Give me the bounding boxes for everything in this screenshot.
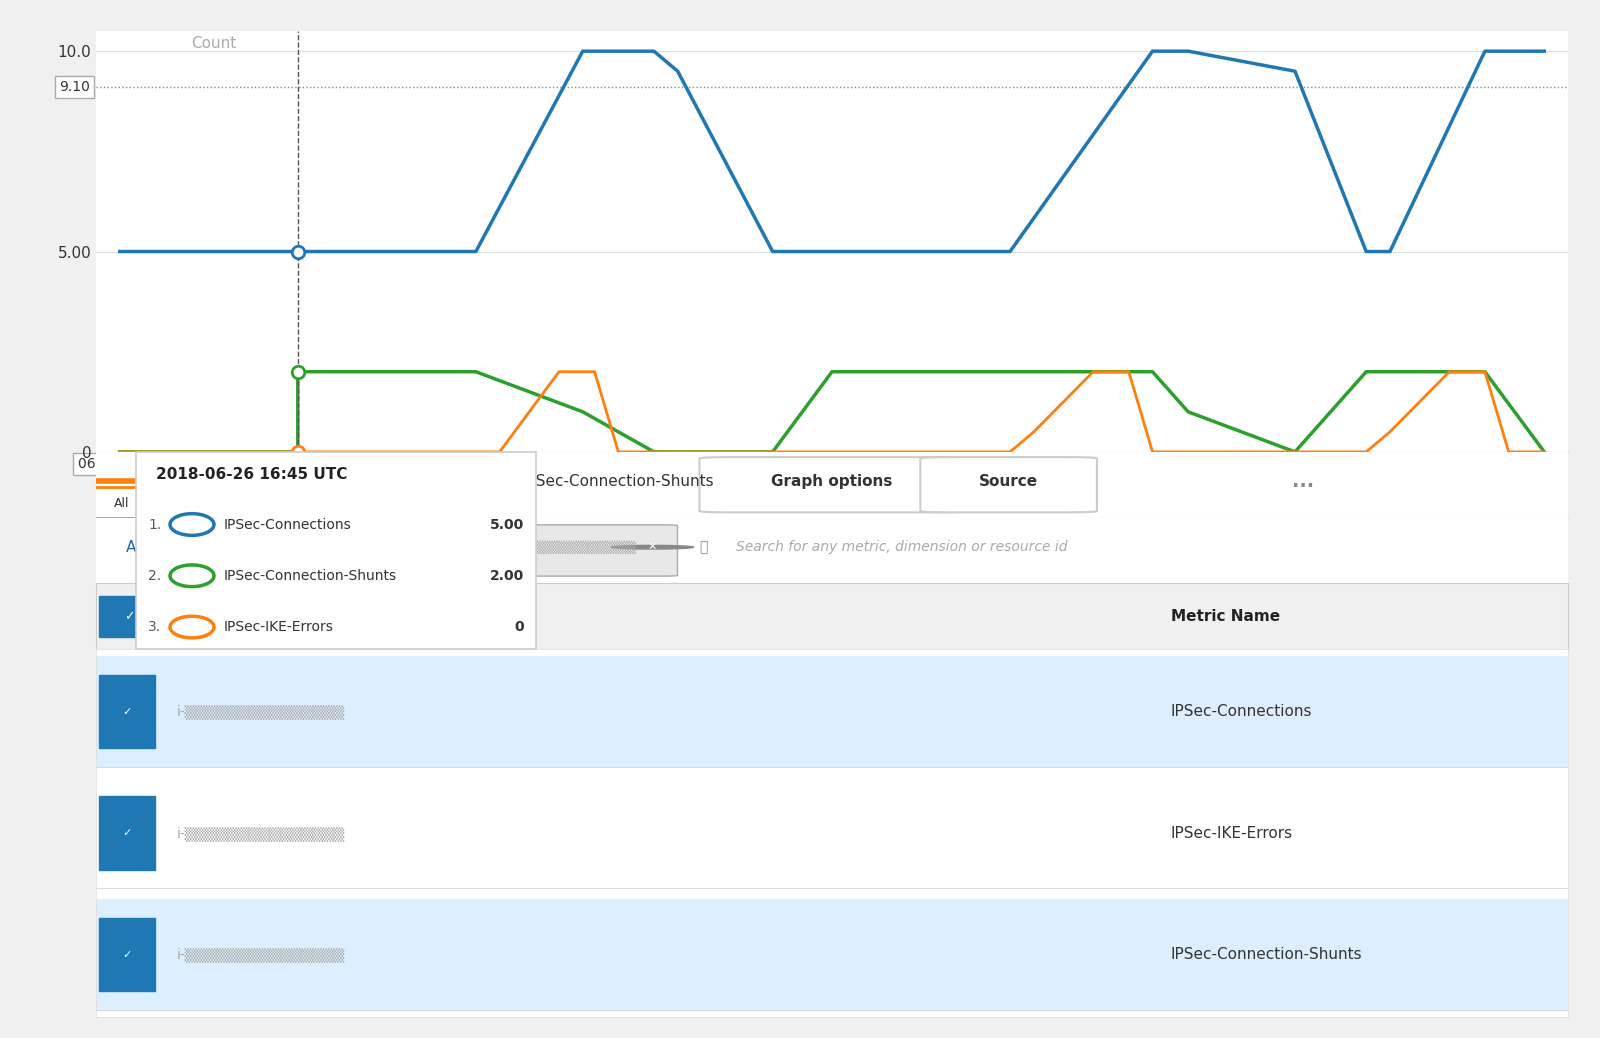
FancyBboxPatch shape: [96, 900, 1568, 1010]
Text: ▲: ▲: [293, 484, 302, 494]
Text: IPSec-Connection-Shunts: IPSec-Connection-Shunts: [1171, 947, 1362, 962]
Text: ›: ›: [240, 538, 248, 556]
Text: 3.: 3.: [147, 620, 162, 634]
Text: IPSec-IKE-Errors: IPSec-IKE-Errors: [1171, 825, 1293, 841]
Text: IPSec-Connection-Shunts: IPSec-Connection-Shunts: [523, 474, 715, 489]
Text: IPSec-IKE-Errors: IPSec-IKE-Errors: [224, 620, 334, 634]
Text: Search for any metric, dimension or resource id: Search for any metric, dimension or reso…: [736, 540, 1067, 554]
Text: 9.10: 9.10: [59, 80, 90, 94]
Text: InstanceID (3): InstanceID (3): [178, 608, 298, 624]
Text: 5.00: 5.00: [490, 518, 525, 531]
Text: ✓: ✓: [122, 828, 131, 838]
Text: 2018-06-26 16:45 UTC: 2018-06-26 16:45 UTC: [157, 467, 347, 483]
FancyBboxPatch shape: [96, 656, 1568, 767]
FancyBboxPatch shape: [354, 525, 677, 576]
Circle shape: [170, 565, 214, 586]
FancyBboxPatch shape: [96, 777, 1568, 889]
Text: IPSec-Connection-Shunts: IPSec-Connection-Shunts: [224, 569, 397, 582]
Text: 🔍: 🔍: [699, 540, 707, 554]
Circle shape: [170, 617, 214, 638]
Text: ✓: ✓: [122, 707, 131, 716]
FancyBboxPatch shape: [99, 918, 155, 991]
Text: i-▒▒▒▒▒▒▒▒▒▒▒▒▒▒: i-▒▒▒▒▒▒▒▒▒▒▒▒▒▒: [493, 541, 637, 554]
Text: IPSec-Connections: IPSec-Connections: [224, 518, 352, 531]
Text: 0: 0: [514, 620, 525, 634]
FancyBboxPatch shape: [699, 457, 965, 513]
Circle shape: [611, 545, 694, 549]
Text: i-▒▒▒▒▒▒▒▒▒▒▒▒▒▒▒: i-▒▒▒▒▒▒▒▒▒▒▒▒▒▒▒: [178, 948, 346, 962]
FancyBboxPatch shape: [920, 457, 1098, 513]
Text: Count: Count: [190, 36, 237, 51]
Text: 2.00: 2.00: [490, 569, 525, 582]
Text: i-▒▒▒▒▒▒▒▒▒▒▒▒▒▒▒: i-▒▒▒▒▒▒▒▒▒▒▒▒▒▒▒: [178, 826, 346, 841]
Text: 1.: 1.: [147, 518, 162, 531]
Text: ✓: ✓: [122, 950, 131, 960]
Text: ✕: ✕: [648, 542, 658, 552]
Text: All: All: [114, 496, 130, 510]
Text: Graph options: Graph options: [771, 474, 893, 489]
Circle shape: [170, 514, 214, 536]
Text: ✓: ✓: [125, 609, 134, 623]
Text: Metric Name: Metric Name: [1171, 608, 1280, 624]
FancyBboxPatch shape: [99, 596, 160, 636]
FancyBboxPatch shape: [99, 675, 155, 748]
Text: IPSec-Connections: IPSec-Connections: [198, 474, 341, 489]
Text: InstanceID: InstanceID: [261, 540, 342, 554]
Text: All: All: [125, 540, 144, 554]
Text: 2.: 2.: [147, 569, 162, 582]
FancyBboxPatch shape: [82, 488, 162, 518]
FancyBboxPatch shape: [99, 796, 155, 870]
Text: IPSec: IPSec: [192, 540, 234, 554]
Text: i-▒▒▒▒▒▒▒▒▒▒▒▒▒▒▒: i-▒▒▒▒▒▒▒▒▒▒▒▒▒▒▒: [178, 704, 346, 719]
Text: IPSec-Connections: IPSec-Connections: [1171, 704, 1312, 719]
Text: ...: ...: [1291, 472, 1314, 491]
Text: Source: Source: [979, 474, 1038, 489]
Text: ›: ›: [170, 538, 178, 556]
